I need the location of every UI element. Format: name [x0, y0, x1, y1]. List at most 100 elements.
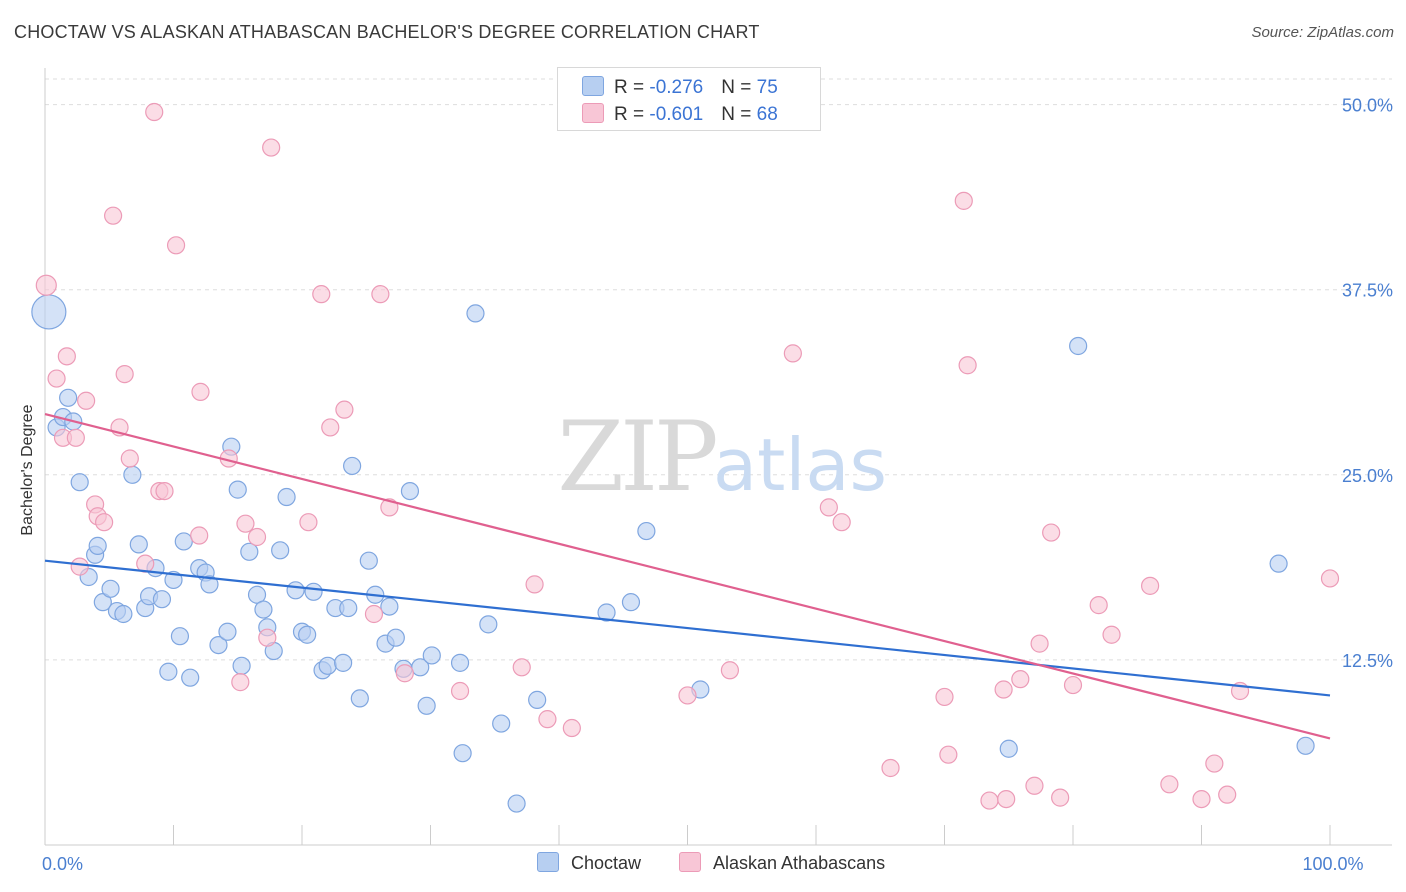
point-athabascan — [958, 356, 977, 375]
point-choctaw — [174, 532, 193, 551]
point-athabascan — [512, 658, 531, 677]
point-choctaw — [507, 794, 526, 813]
point-choctaw — [359, 551, 378, 570]
point-athabascan — [939, 745, 958, 764]
point-athabascan — [678, 686, 697, 705]
point-athabascan — [997, 789, 1016, 809]
legend-swatch-athabascan — [582, 103, 604, 123]
point-choctaw — [318, 656, 337, 675]
point-choctaw — [240, 542, 259, 561]
point-choctaw — [400, 481, 420, 501]
point-athabascan — [231, 673, 250, 692]
point-athabascan — [321, 418, 340, 437]
point-athabascan — [1320, 569, 1340, 588]
point-choctaw — [466, 304, 485, 323]
point-athabascan — [247, 527, 267, 547]
point-choctaw — [597, 603, 616, 622]
point-choctaw — [70, 473, 89, 492]
point-athabascan — [980, 791, 999, 810]
legend-label-athabascan: Alaskan Athabascans — [713, 853, 886, 873]
point-athabascan — [258, 628, 277, 647]
point-athabascan — [1042, 523, 1061, 542]
point-choctaw — [159, 662, 178, 681]
point-athabascan — [335, 400, 354, 419]
y-tick-label: 50.0% — [1342, 96, 1393, 116]
legend-item-athabascan[interactable]: Alaskan Athabascans — [679, 852, 885, 874]
point-athabascan — [783, 344, 802, 363]
point-choctaw — [152, 590, 172, 609]
point-choctaw — [88, 536, 107, 555]
legend-n-label: N = — [721, 104, 757, 125]
point-athabascan — [1102, 625, 1121, 644]
legend-n-label: N = — [721, 77, 757, 98]
point-athabascan — [1030, 634, 1049, 653]
point-choctaw — [999, 739, 1018, 758]
point-athabascan — [525, 575, 544, 594]
point-choctaw — [254, 600, 273, 619]
point-choctaw — [343, 456, 362, 476]
y-tick-label: 12.5% — [1342, 651, 1393, 671]
point-choctaw — [1296, 736, 1315, 755]
point-athabascan — [104, 206, 123, 225]
point-choctaw — [286, 581, 305, 600]
point-athabascan — [881, 758, 900, 778]
point-choctaw — [422, 646, 441, 665]
gridlines — [45, 78, 1392, 661]
point-choctaw — [492, 714, 511, 733]
point-athabascan — [1218, 785, 1237, 804]
trend-line-athabascan — [44, 413, 1331, 740]
legend-r-label: R = — [614, 77, 650, 98]
point-choctaw — [479, 615, 498, 634]
point-athabascan — [1063, 675, 1083, 695]
point-choctaw — [637, 521, 656, 541]
point-choctaw — [31, 294, 67, 330]
point-choctaw — [200, 575, 219, 594]
chart-title: CHOCTAW VS ALASKAN ATHABASCAN BACHELOR'S… — [14, 22, 760, 42]
point-choctaw — [181, 668, 200, 687]
legend-n-value: 75 — [756, 77, 778, 98]
legend-r-label: R = — [614, 104, 650, 125]
y-tick-label: 25.0% — [1342, 466, 1393, 486]
point-athabascan — [1205, 754, 1224, 773]
point-athabascan — [832, 513, 851, 532]
point-choctaw — [209, 635, 228, 655]
point-athabascan — [819, 498, 838, 517]
point-athabascan — [155, 481, 174, 501]
point-athabascan — [538, 710, 557, 729]
point-athabascan — [262, 138, 281, 157]
point-athabascan — [1011, 670, 1030, 689]
trend-lines — [44, 413, 1331, 740]
watermark: ZIP atlas — [557, 401, 887, 513]
series-choctaw — [31, 294, 1315, 813]
point-choctaw — [528, 690, 547, 709]
point-athabascan — [47, 369, 66, 388]
x-tick-label: 0.0% — [42, 854, 83, 874]
legend-r-value: -0.276 — [649, 77, 704, 98]
point-choctaw — [417, 696, 436, 715]
point-athabascan — [236, 514, 255, 533]
point-athabascan — [70, 557, 89, 576]
legend-swatch-athabascan — [679, 852, 701, 872]
correlation-legend: R = -0.276 N = 75 R = -0.601 N = 68 — [557, 67, 821, 131]
series-legend: Choctaw Alaskan Athabascans — [0, 852, 1406, 878]
y-tick-label: 37.5% — [1342, 281, 1393, 301]
point-athabascan — [299, 513, 318, 532]
point-choctaw — [1269, 554, 1288, 573]
legend-r-value: -0.601 — [649, 104, 704, 125]
point-athabascan — [1140, 576, 1160, 595]
point-choctaw — [228, 480, 247, 499]
legend-item-choctaw[interactable]: Choctaw — [537, 852, 641, 874]
point-athabascan — [1025, 776, 1044, 795]
point-athabascan — [371, 285, 390, 304]
legend-label-choctaw: Choctaw — [571, 853, 642, 873]
point-athabascan — [562, 718, 581, 738]
point-choctaw — [277, 487, 296, 507]
point-choctaw — [380, 597, 399, 616]
point-choctaw — [129, 535, 148, 554]
point-athabascan — [191, 382, 210, 401]
point-athabascan — [115, 365, 134, 384]
tick-labels: 12.5% 25.0% 37.5% 50.0% 0.0% 100.0% — [42, 96, 1393, 874]
point-choctaw — [59, 388, 78, 407]
point-choctaw — [123, 465, 142, 484]
point-athabascan — [57, 347, 76, 366]
